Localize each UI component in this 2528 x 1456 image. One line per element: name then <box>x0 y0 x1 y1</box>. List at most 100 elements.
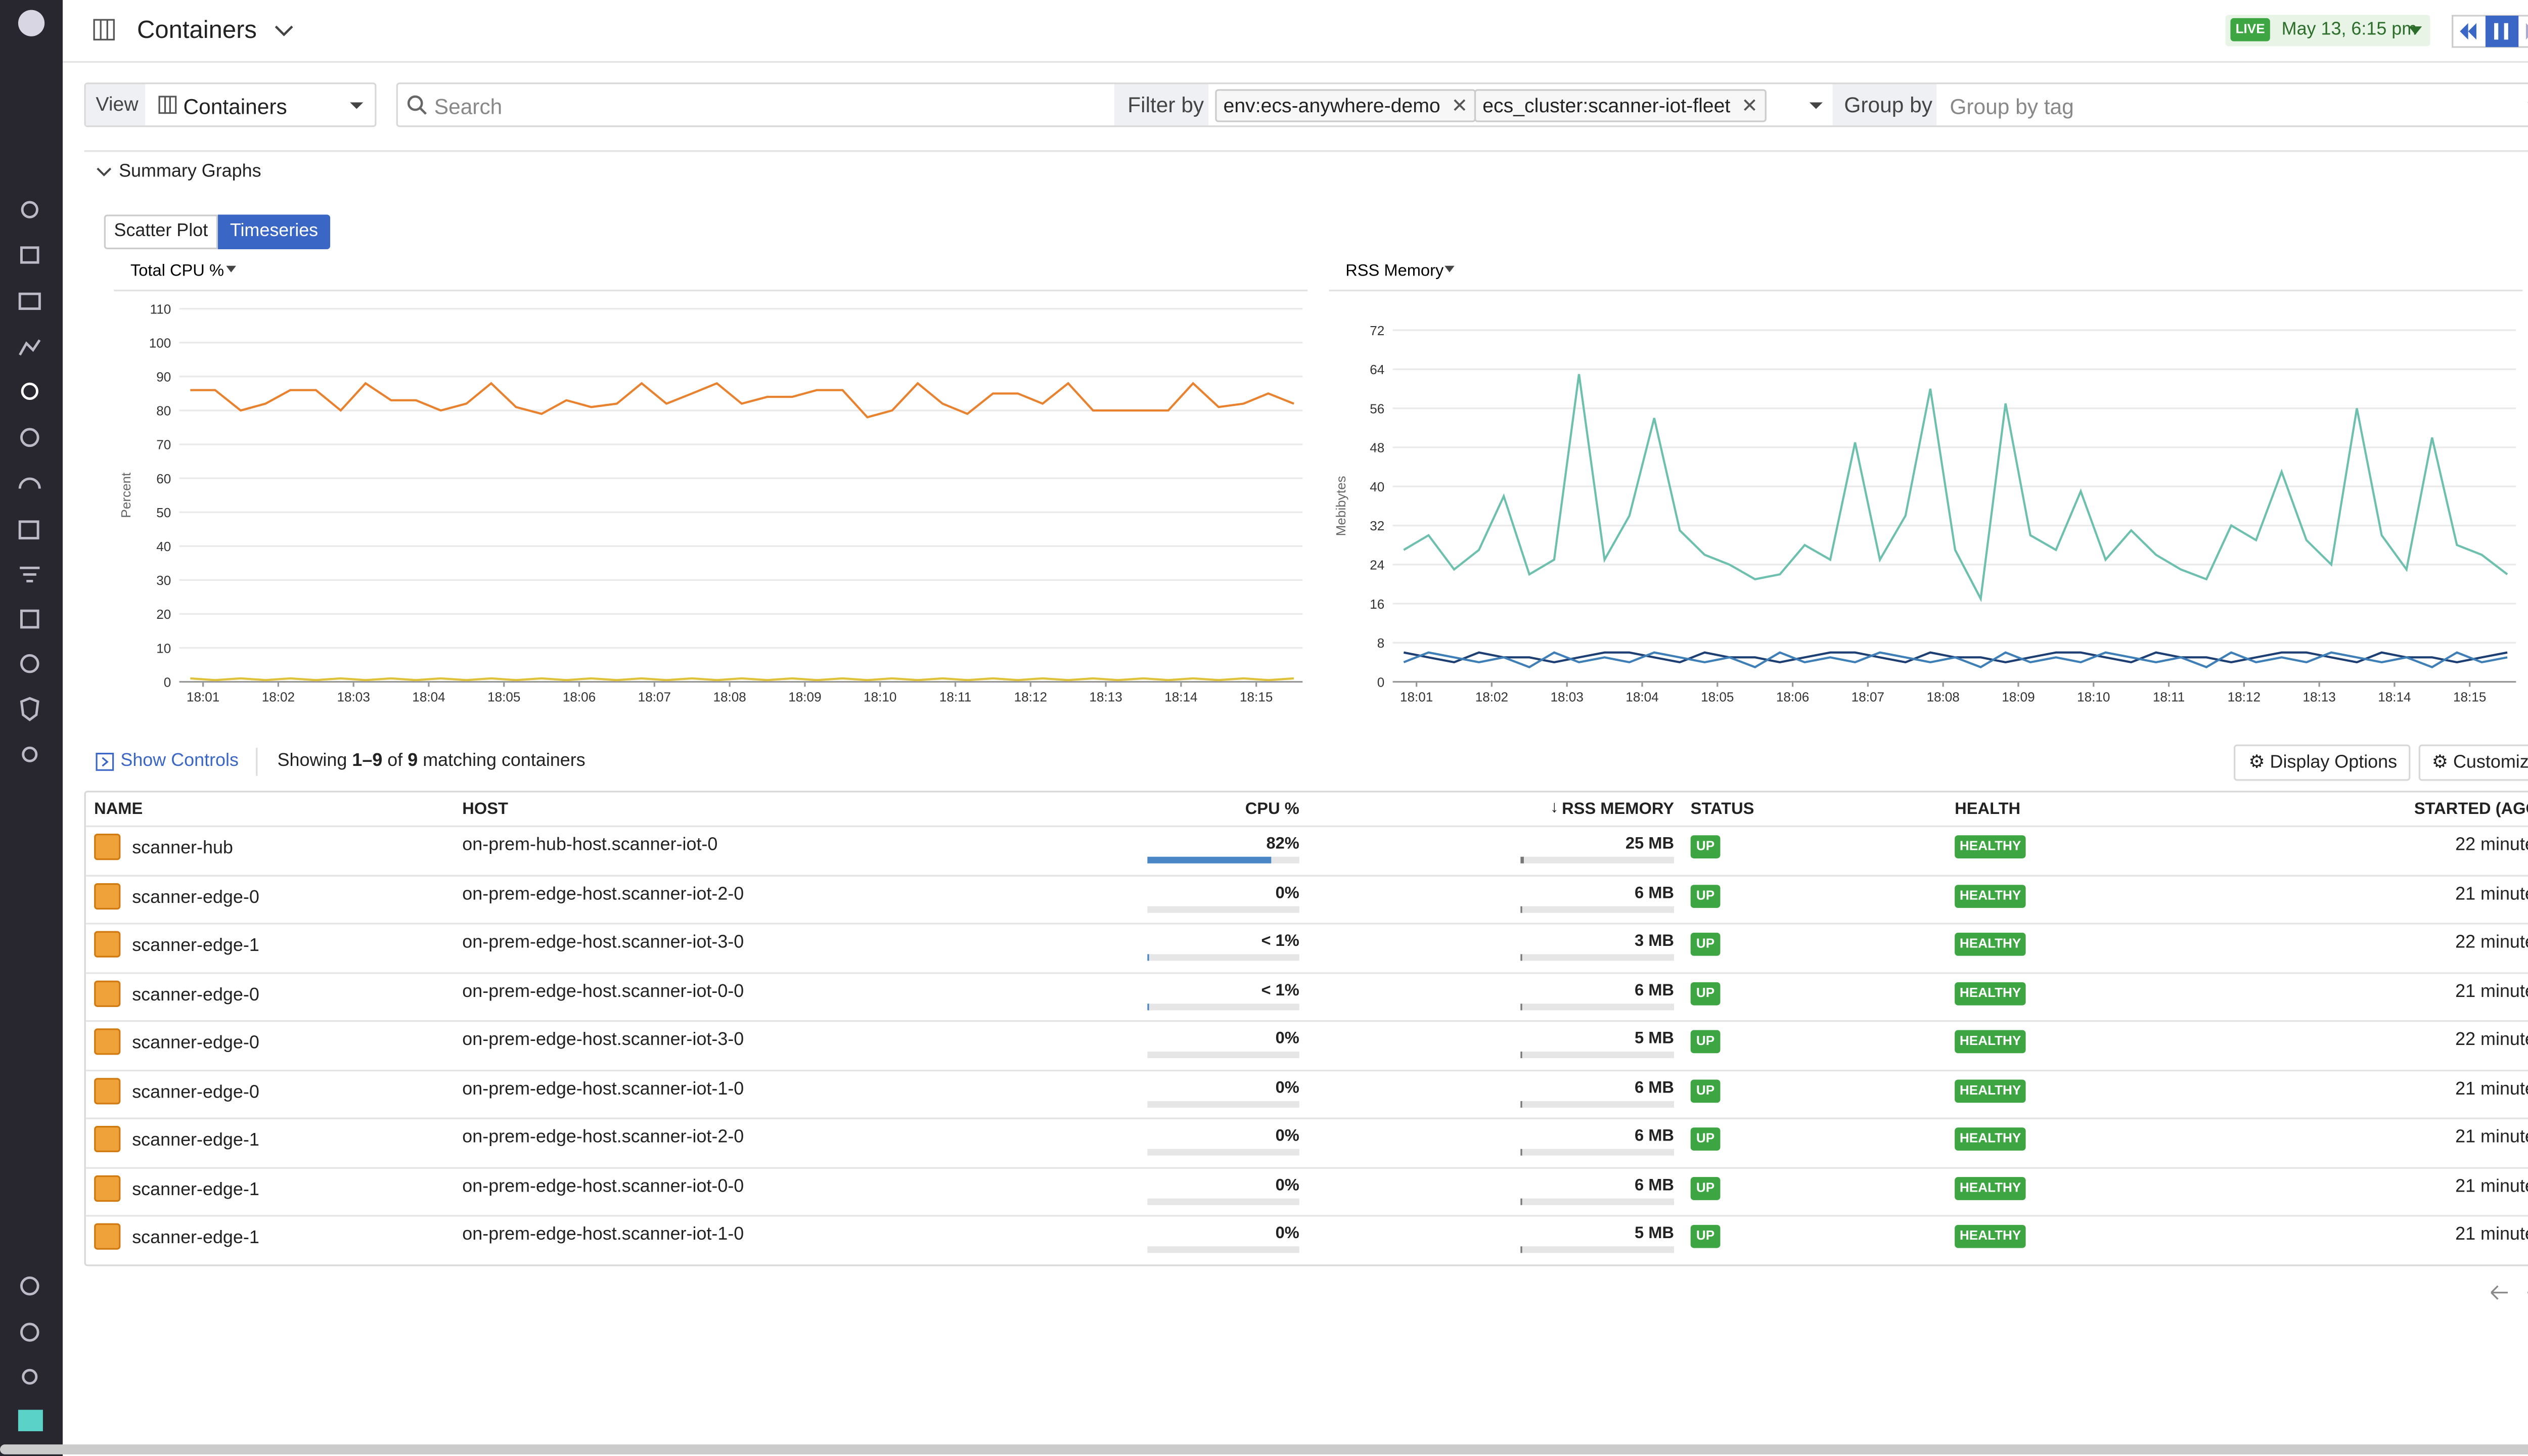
row-border <box>86 923 2528 924</box>
cpu-track <box>1147 954 1299 961</box>
y-tick-label: 64 <box>1370 362 1384 377</box>
column-header: HOST <box>462 801 508 819</box>
text: of <box>382 751 408 771</box>
memory-track <box>1520 954 1674 961</box>
showing-text: Showing 1–9 of 9 matching containers <box>278 751 585 771</box>
row-border <box>86 1215 2528 1216</box>
name: scanner-edge-1 <box>132 1228 259 1248</box>
x-tick-label: 18:13 <box>2303 690 2335 705</box>
memory-track <box>1520 1149 1674 1156</box>
cpu-label: 0% <box>1276 1079 1299 1097</box>
host: on-prem-edge-host.scanner-iot-1-0 <box>462 1225 744 1245</box>
y-tick-label: 48 <box>1370 440 1384 456</box>
started: 22 minutes <box>2455 835 2528 855</box>
memory-bar <box>1520 857 1524 863</box>
x-tick-label: 18:03 <box>1551 690 1584 705</box>
host: on-prem-edge-host.scanner-iot-3-0 <box>462 933 744 952</box>
started: 21 minutes <box>2455 1176 2528 1196</box>
x-tick-label: 18:15 <box>2453 690 2486 705</box>
x-tick-label: 18:04 <box>412 690 445 705</box>
column-header: CPU % <box>1245 801 1299 819</box>
status-badge: UP <box>1691 1225 1721 1248</box>
x-tick-label: 18:04 <box>1626 690 1658 705</box>
health-badge: HEALTHY <box>1955 1030 2026 1054</box>
y-tick-label: 16 <box>1370 597 1384 612</box>
health-badge: HEALTHY <box>1955 1225 2026 1248</box>
x-tick-label: 18:11 <box>2153 690 2185 705</box>
memory-bar <box>1520 1198 1522 1204</box>
name: scanner-edge-0 <box>132 985 259 1005</box>
host: on-prem-edge-host.scanner-iot-2-0 <box>462 1127 744 1147</box>
cpu-track <box>1147 1198 1299 1204</box>
separator <box>256 748 257 776</box>
show-controls[interactable]: Show Controls <box>120 751 239 771</box>
x-tick-label: 18:02 <box>1475 690 1508 705</box>
x-tick-label: 18:06 <box>1776 690 1809 705</box>
status-badge: UP <box>1691 884 1721 907</box>
cpu-track <box>1147 1100 1299 1107</box>
y-tick-label: 24 <box>1370 558 1384 573</box>
y-tick-label: 60 <box>156 471 171 486</box>
memory-bar <box>1520 1003 1522 1010</box>
health-badge: HEALTHY <box>1955 1079 2026 1102</box>
started: 22 minutes <box>2455 1030 2528 1050</box>
pagination[interactable] <box>2488 1283 2528 1302</box>
row-border <box>86 1118 2528 1119</box>
text: 1–9 <box>352 751 382 771</box>
y-tick-label: 56 <box>1370 401 1384 416</box>
text: Display Options <box>2270 753 2398 772</box>
scrollbar[interactable] <box>0 1444 2528 1454</box>
sort-arrow: ↓ <box>1550 799 1558 817</box>
memory-bar <box>1520 1052 1522 1058</box>
x-tick-label: 18:14 <box>2378 690 2411 705</box>
y-tick-label: 50 <box>156 505 171 520</box>
memory-bar <box>1520 954 1522 961</box>
x-tick-label: 18:03 <box>337 690 370 705</box>
x-tick-label: 18:05 <box>1701 690 1734 705</box>
x-tick-label: 18:10 <box>2077 690 2110 705</box>
name: scanner-hub <box>132 839 233 858</box>
health-badge: HEALTHY <box>1955 1127 2026 1151</box>
container-icon <box>94 834 120 860</box>
cpu-label: 0% <box>1276 884 1299 902</box>
x-tick-label: 18:12 <box>2228 690 2261 705</box>
charts: Total CPU %Percent0102030405060708090100… <box>0 0 2528 726</box>
name: scanner-edge-1 <box>132 1179 259 1199</box>
host: on-prem-edge-host.scanner-iot-0-0 <box>462 981 744 1001</box>
y-axis-label: Percent <box>118 472 133 518</box>
y-tick-label: 40 <box>1370 479 1384 494</box>
cpu-label: 0% <box>1276 1176 1299 1195</box>
x-tick-label: 18:07 <box>638 690 671 705</box>
status-badge: UP <box>1691 933 1721 956</box>
cpu-track <box>1147 905 1299 912</box>
host: on-prem-edge-host.scanner-iot-3-0 <box>462 1030 744 1050</box>
row-border <box>86 826 2528 827</box>
display-options: ⚙ Display Options <box>2248 751 2397 772</box>
memory-track <box>1520 1198 1674 1204</box>
column-header: STARTED (AGO) <box>2414 801 2528 819</box>
status-badge: UP <box>1691 981 1721 1005</box>
cpu-bar <box>1147 857 1272 863</box>
memory-label: 6 MB <box>1635 981 1674 999</box>
y-tick-label: 0 <box>164 674 171 690</box>
y-tick-label: 110 <box>150 301 171 316</box>
y-tick-label: 10 <box>156 641 171 656</box>
container-icon <box>94 1174 120 1201</box>
x-tick-label: 18:09 <box>788 690 821 705</box>
x-tick-label: 18:14 <box>1164 690 1197 705</box>
health-badge: HEALTHY <box>1955 835 2026 858</box>
row-border <box>86 1166 2528 1168</box>
y-tick-label: 72 <box>1370 323 1384 338</box>
cpu-label: 82% <box>1266 835 1299 853</box>
container-icon <box>94 1077 120 1104</box>
status-badge: UP <box>1691 1079 1721 1102</box>
x-tick-label: 18:09 <box>2002 690 2035 705</box>
cpu-track <box>1147 1003 1299 1010</box>
column-header: HEALTH <box>1955 801 2020 819</box>
name: scanner-edge-0 <box>132 1033 259 1053</box>
memory-label: 5 MB <box>1635 1225 1674 1243</box>
memory-track <box>1520 1246 1674 1253</box>
memory-track <box>1520 1052 1674 1058</box>
series-line <box>190 383 1294 417</box>
